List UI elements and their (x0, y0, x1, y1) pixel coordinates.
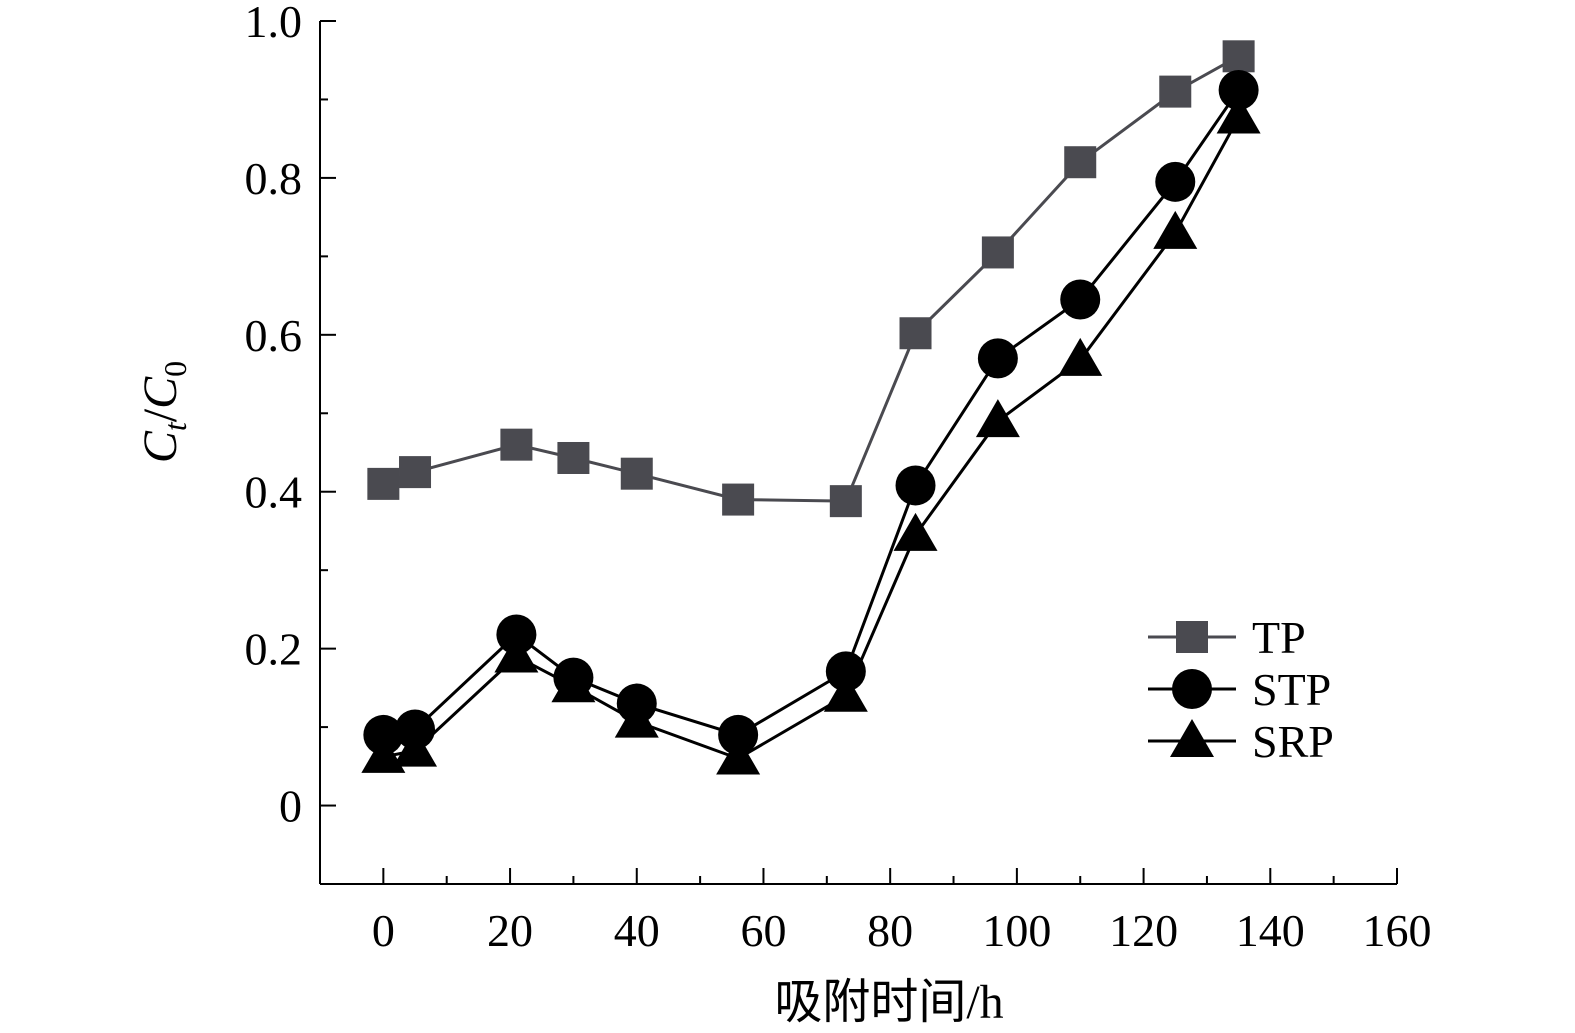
stp-point (895, 465, 936, 506)
x-tick-label: 100 (982, 905, 1051, 956)
y-tick-label: 1.0 (245, 0, 303, 47)
x-tick-label: 20 (487, 905, 533, 956)
stp-point (1060, 279, 1101, 320)
tp-point (1064, 146, 1097, 179)
x-axis-title: 吸附时间/h (774, 976, 1003, 1029)
x-tick-label: 80 (867, 905, 913, 956)
srp-point (494, 634, 539, 673)
srp-point (393, 728, 438, 767)
legend-marker-square (1176, 621, 1208, 653)
legend-marker-circle (1172, 669, 1212, 709)
x-tick-label: 120 (1109, 905, 1178, 956)
tp-point (399, 456, 432, 489)
stp-point (825, 651, 866, 692)
stp-point (1218, 70, 1259, 111)
srp-point (1153, 210, 1198, 249)
series-stp (363, 70, 1259, 755)
y-tick-label: 0 (279, 781, 302, 832)
series-srp (361, 95, 1261, 775)
tp-point (899, 317, 932, 350)
legend-marker-triangle (1170, 719, 1214, 757)
x-tick-label: 60 (740, 905, 786, 956)
tp-point (367, 467, 400, 500)
legend-label-stp: STP (1252, 664, 1331, 715)
x-tick-label: 40 (614, 905, 660, 956)
srp-point (1058, 337, 1103, 376)
tp-point (1222, 40, 1255, 73)
axes: 0 0.2 0.4 0.6 0.8 1.0 0 20 40 60 80 100 120 140 160 (245, 0, 1432, 956)
y-tick-label: 0.8 (245, 153, 303, 204)
tp-point (557, 441, 590, 474)
x-tick-label: 160 (1363, 905, 1432, 956)
y-tick-label: 0.2 (245, 624, 303, 675)
y-axis-title: Ct/C0 (134, 361, 193, 463)
tp-point (722, 483, 755, 516)
series-layer (361, 40, 1261, 775)
y-tick-label: 0.6 (245, 310, 303, 361)
srp-point (361, 734, 406, 773)
stp-point (977, 338, 1018, 379)
legend-item-srp: SRP (1148, 716, 1334, 767)
y-tick-label: 0.4 (245, 467, 303, 518)
tp-point (981, 236, 1014, 269)
legend-item-tp: TP (1148, 612, 1306, 663)
srp-point (823, 673, 868, 712)
srp-point (1216, 95, 1261, 134)
x-tick-label: 140 (1236, 905, 1305, 956)
tp-point (500, 428, 533, 461)
legend-label-srp: SRP (1252, 716, 1334, 767)
tp-point (829, 485, 862, 518)
series-tp (367, 40, 1255, 518)
stp-point (718, 714, 759, 755)
srp-point (716, 736, 761, 775)
stp-point (1155, 161, 1196, 202)
srp-point (614, 699, 659, 738)
x-tick-label: 0 (372, 905, 395, 956)
srp-point (893, 512, 938, 551)
tp-point (1159, 75, 1192, 108)
series-line-stp (383, 89, 1240, 737)
srp-point (975, 399, 1020, 438)
tp-point (620, 457, 653, 490)
legend-item-stp: STP (1148, 664, 1331, 715)
legend-label-tp: TP (1252, 612, 1306, 663)
srp-point (551, 664, 596, 703)
